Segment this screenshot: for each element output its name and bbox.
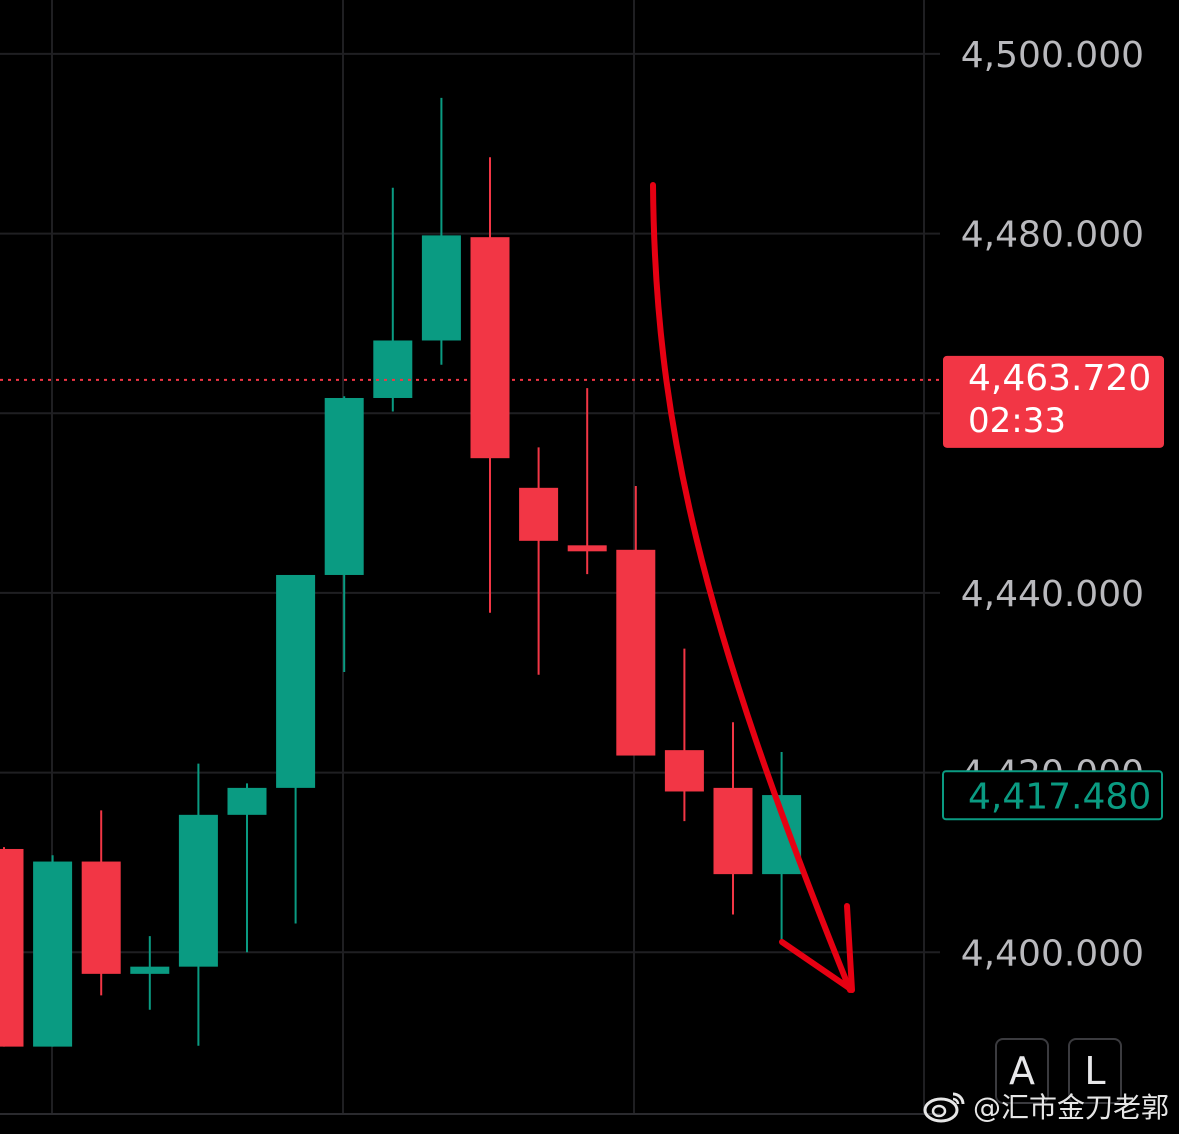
weibo-icon [923,1092,965,1123]
y-tick-label: 4,400.000 [961,933,1144,974]
candle-body [324,397,364,575]
candle [421,97,461,365]
log-scale-button[interactable]: L [1068,1038,1122,1104]
countdown-label: 02:33 [968,401,1066,441]
trend-arrow-curve [650,182,853,993]
candle-body [130,966,170,974]
candle [276,574,316,924]
candle [130,936,170,1010]
candle [664,648,704,822]
candle [0,847,24,1047]
candle [81,810,121,996]
candle-body [519,487,559,541]
last-price-label: 4,463.720 [968,358,1151,399]
candles [0,97,802,1047]
candle [324,396,364,672]
current-price-label: 4,417.480 [968,776,1151,817]
y-tick-label: 4,440.000 [961,574,1144,615]
candle [519,447,559,675]
watermark-text: @汇市金刀老郭 [972,1091,1169,1124]
candle-body [33,861,73,1047]
candle-body [178,814,218,967]
candle-body [373,340,413,398]
auto-scale-button[interactable]: A [995,1038,1049,1104]
candle-body [664,750,704,792]
candle [227,783,267,953]
candle [567,388,607,575]
candle-body [227,787,267,815]
candle-body [567,545,607,552]
y-tick-label: 4,480.000 [961,215,1144,256]
grid-lines [0,0,940,1115]
trend-arrow-head [779,903,855,993]
candle-body [276,574,316,788]
current-price-box [942,770,1163,821]
candle-body [713,787,753,875]
candle [713,722,753,915]
candle [616,486,656,756]
candle-body [616,549,656,756]
trend-arrow-annotation [650,182,855,993]
candle [33,855,73,1047]
candle-body [470,237,510,459]
candle-body [81,861,121,974]
candle [178,763,218,1046]
candle-body [0,848,24,1047]
last-price-box [943,355,1164,448]
price-axis: 4,400.0004,420.0004,440.0004,480.0004,50… [961,35,1144,974]
watermark: @汇市金刀老郭 [923,1086,1169,1126]
current-price-marker: 4,417.480 [942,770,1163,821]
candle [373,187,413,412]
last-price-marker: 4,463.720 02:33 [0,355,1164,448]
y-tick-label: 4,500.000 [961,35,1144,76]
candle-body [421,235,461,341]
candle [470,157,510,613]
